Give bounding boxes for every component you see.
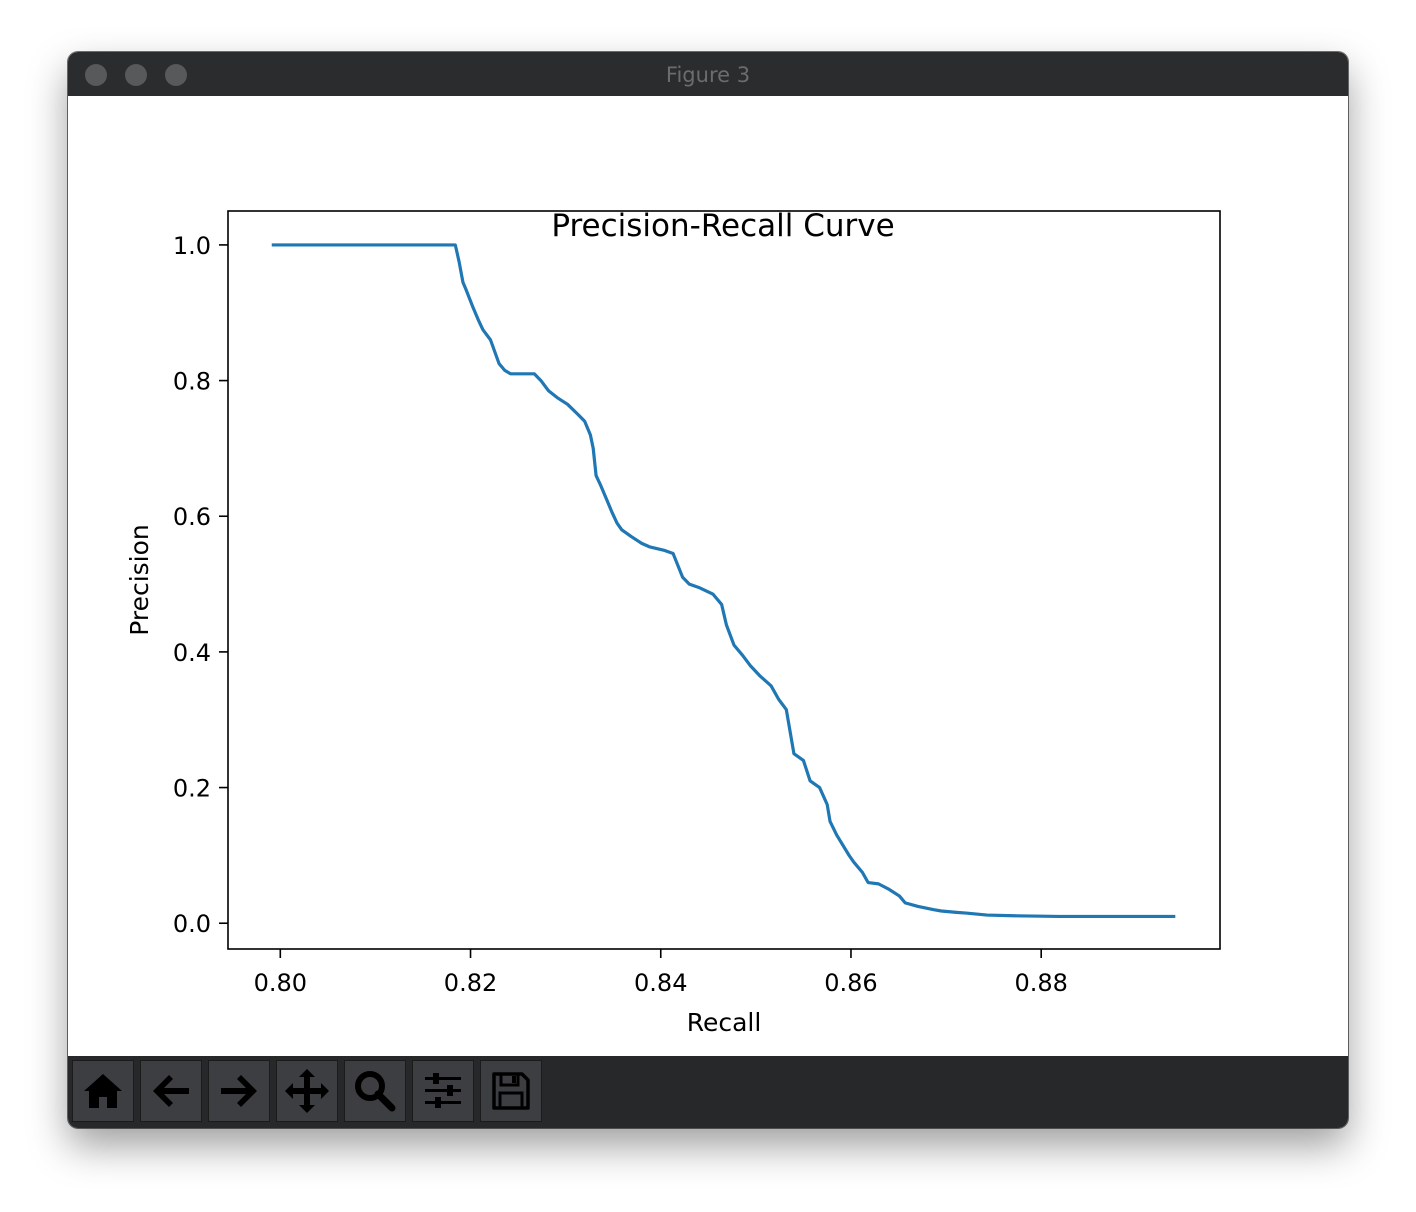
close-window-button[interactable] xyxy=(85,64,107,86)
save-button[interactable] xyxy=(480,1060,542,1122)
pan-button[interactable] xyxy=(276,1060,338,1122)
zoom-button[interactable] xyxy=(344,1060,406,1122)
zoom-window-button[interactable] xyxy=(165,64,187,86)
y-tick-label: 0.0 xyxy=(173,910,211,938)
home-icon xyxy=(84,1074,122,1108)
chart-title: Precision-Recall Curve xyxy=(551,208,894,244)
axes-frame xyxy=(227,210,1221,950)
y-tick-label: 0.2 xyxy=(173,775,211,803)
zoom-magnifier-icon xyxy=(355,1071,396,1112)
forward-button[interactable] xyxy=(208,1060,270,1122)
minimize-window-button[interactable] xyxy=(125,64,147,86)
figure-background xyxy=(68,96,1348,1056)
home-button[interactable] xyxy=(72,1060,134,1122)
navigation-toolbar xyxy=(68,1056,1348,1128)
x-tick-label: 0.88 xyxy=(1014,969,1067,997)
figure-window: Figure 3 Precision-Recall Curve 0.80 0.82… xyxy=(68,52,1348,1128)
save-floppy-icon xyxy=(492,1072,530,1110)
y-axis-label: Precision xyxy=(125,524,154,636)
forward-arrow-icon xyxy=(221,1075,257,1107)
pan-move-icon xyxy=(285,1069,329,1113)
y-tick-label: 0.8 xyxy=(173,368,211,396)
chart-svg: Precision-Recall Curve 0.80 0.82 0.84 0.86 0… xyxy=(68,96,1348,1056)
figure-canvas: Precision-Recall Curve 0.80 0.82 0.84 0.86 0… xyxy=(68,96,1348,1056)
x-tick-label: 0.84 xyxy=(634,969,687,997)
configure-subplots-button[interactable] xyxy=(412,1060,474,1122)
window-title: Figure 3 xyxy=(665,63,751,87)
sliders-icon xyxy=(425,1073,461,1108)
y-tick-label: 1.0 xyxy=(173,232,211,260)
x-tick-label: 0.80 xyxy=(254,969,307,997)
x-tick-label: 0.86 xyxy=(824,969,877,997)
y-tick-label: 0.6 xyxy=(173,503,211,531)
back-button[interactable] xyxy=(140,1060,202,1122)
x-tick-label: 0.82 xyxy=(444,969,497,997)
back-arrow-icon xyxy=(153,1075,189,1107)
x-axis-label: Recall xyxy=(687,1008,762,1037)
title-bar: Figure 3 xyxy=(68,52,1348,97)
y-tick-label: 0.4 xyxy=(173,639,211,667)
series-line-precision-recall xyxy=(271,243,1176,919)
